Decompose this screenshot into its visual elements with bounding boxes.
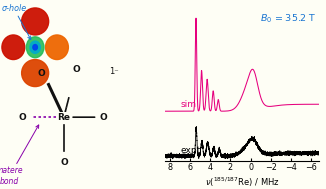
Text: O: O xyxy=(60,158,68,167)
Text: sim: sim xyxy=(181,100,197,109)
Ellipse shape xyxy=(33,45,37,50)
Text: expt: expt xyxy=(181,146,201,155)
Text: O: O xyxy=(38,69,45,78)
Text: $\mathit{B}_0$ = 35.2 T: $\mathit{B}_0$ = 35.2 T xyxy=(260,12,317,25)
Ellipse shape xyxy=(46,35,68,60)
Ellipse shape xyxy=(22,8,49,35)
Ellipse shape xyxy=(26,37,44,58)
Text: O: O xyxy=(100,113,108,122)
X-axis label: $\nu$($^{185/187}$Re) / MHz: $\nu$($^{185/187}$Re) / MHz xyxy=(205,175,279,189)
Text: σ-hole: σ-hole xyxy=(2,4,31,39)
Ellipse shape xyxy=(30,41,40,53)
Text: O: O xyxy=(19,113,26,122)
Text: Re: Re xyxy=(57,113,70,122)
Ellipse shape xyxy=(2,35,25,60)
Text: O: O xyxy=(73,65,81,74)
Ellipse shape xyxy=(22,60,49,87)
Text: 1⁻: 1⁻ xyxy=(109,67,118,76)
Text: matere
bond: matere bond xyxy=(0,125,39,186)
